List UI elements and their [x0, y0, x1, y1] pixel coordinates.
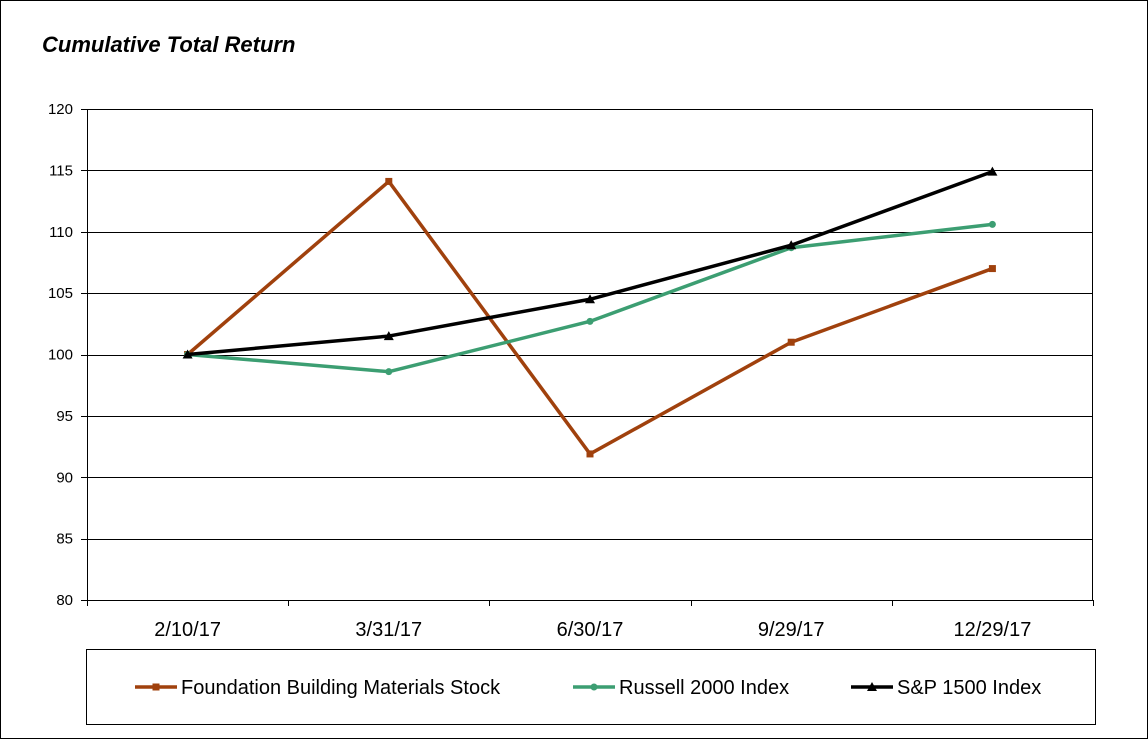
legend-marker — [152, 683, 160, 691]
y-tick-label: 105 — [48, 285, 73, 302]
legend: Foundation Building Materials Stock Russe… — [135, 677, 1041, 699]
x-tick-label: 2/10/17 — [154, 619, 221, 641]
data-point — [987, 166, 998, 176]
x-tick-label: 9/29/17 — [758, 619, 825, 641]
y-axis-tick-labels: 80 85 90 95 100 105 110 115 120 — [48, 101, 73, 609]
x-tick-label: 3/31/17 — [355, 619, 422, 641]
data-point — [586, 450, 594, 458]
legend-item: S&P 1500 Index — [851, 677, 1041, 699]
y-tick-label: 120 — [48, 101, 73, 118]
chart-title: Cumulative Total Return — [42, 32, 295, 57]
x-tick-label: 6/30/17 — [557, 619, 624, 641]
x-axis-tick-labels: 2/10/17 3/31/17 6/30/17 9/29/17 12/29/17 — [154, 619, 1031, 641]
data-point — [988, 265, 996, 273]
data-point — [385, 368, 393, 376]
legend-marker — [590, 683, 598, 691]
y-tick-label: 100 — [48, 347, 73, 364]
legend-label: Russell 2000 Index — [619, 677, 789, 699]
legend-label: Foundation Building Materials Stock — [181, 677, 501, 699]
x-tick-label: 12/29/17 — [953, 619, 1031, 641]
plot-area — [87, 109, 1093, 601]
data-point — [988, 220, 996, 228]
data-point — [182, 349, 193, 359]
data-point — [786, 240, 797, 250]
y-tick-label: 115 — [49, 162, 73, 179]
y-tick-label: 80 — [56, 592, 73, 609]
series-2 — [182, 166, 998, 359]
data-point — [585, 294, 595, 304]
data-point — [385, 177, 393, 185]
y-tick-label: 95 — [56, 408, 73, 425]
series — [182, 166, 998, 458]
legend-item: Foundation Building Materials Stock — [135, 677, 501, 699]
data-point — [787, 338, 795, 346]
y-tick-label: 85 — [56, 531, 73, 548]
axes — [81, 109, 1094, 606]
legend-item: Russell 2000 Index — [573, 677, 789, 699]
data-point — [586, 317, 594, 325]
y-tick-label: 110 — [49, 224, 73, 241]
legend-label: S&P 1500 Index — [897, 677, 1041, 699]
data-point — [383, 331, 394, 341]
legend-marker — [867, 682, 877, 691]
y-tick-label: 90 — [56, 469, 73, 486]
